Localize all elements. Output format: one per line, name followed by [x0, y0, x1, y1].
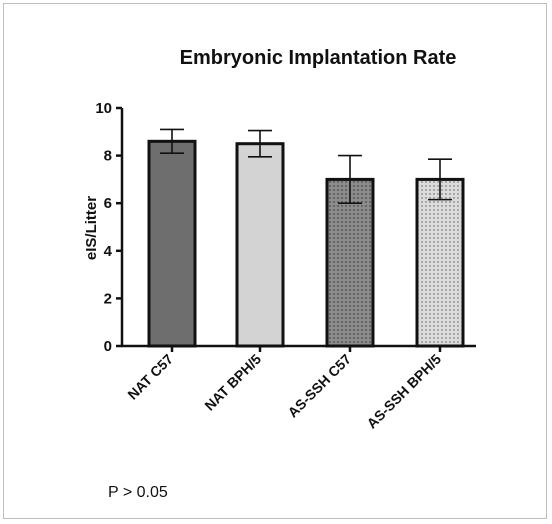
y-axis-label: eIS/Litter: [83, 196, 100, 260]
y-tick-label: 8: [104, 148, 112, 165]
bar: [325, 177, 375, 348]
x-axis: NAT C57 NAT BPH/5 AS-SSH C57 AS-SSH BPH/5: [121, 344, 476, 432]
y-tick-label: 2: [104, 290, 112, 307]
bar: [415, 177, 465, 348]
p-value-annotation: P > 0.05: [108, 484, 168, 501]
bar: [147, 139, 197, 348]
bars-group: [147, 128, 465, 348]
x-category-label: NAT BPH/5: [201, 351, 264, 414]
y-tick-label: 10: [95, 100, 112, 117]
x-category-label: AS-SSH C57: [284, 351, 354, 421]
y-axis: 0 2 4 6 8 10: [95, 100, 124, 355]
chart-title: Embryonic Implantation Rate: [180, 47, 457, 69]
x-category-label: AS-SSH BPH/5: [363, 351, 444, 432]
y-tick-label: 0: [104, 338, 112, 355]
bar: [235, 142, 285, 348]
y-tick-label: 6: [104, 195, 112, 212]
y-tick-label: 4: [104, 243, 113, 260]
x-category-label: NAT C57: [124, 351, 176, 403]
